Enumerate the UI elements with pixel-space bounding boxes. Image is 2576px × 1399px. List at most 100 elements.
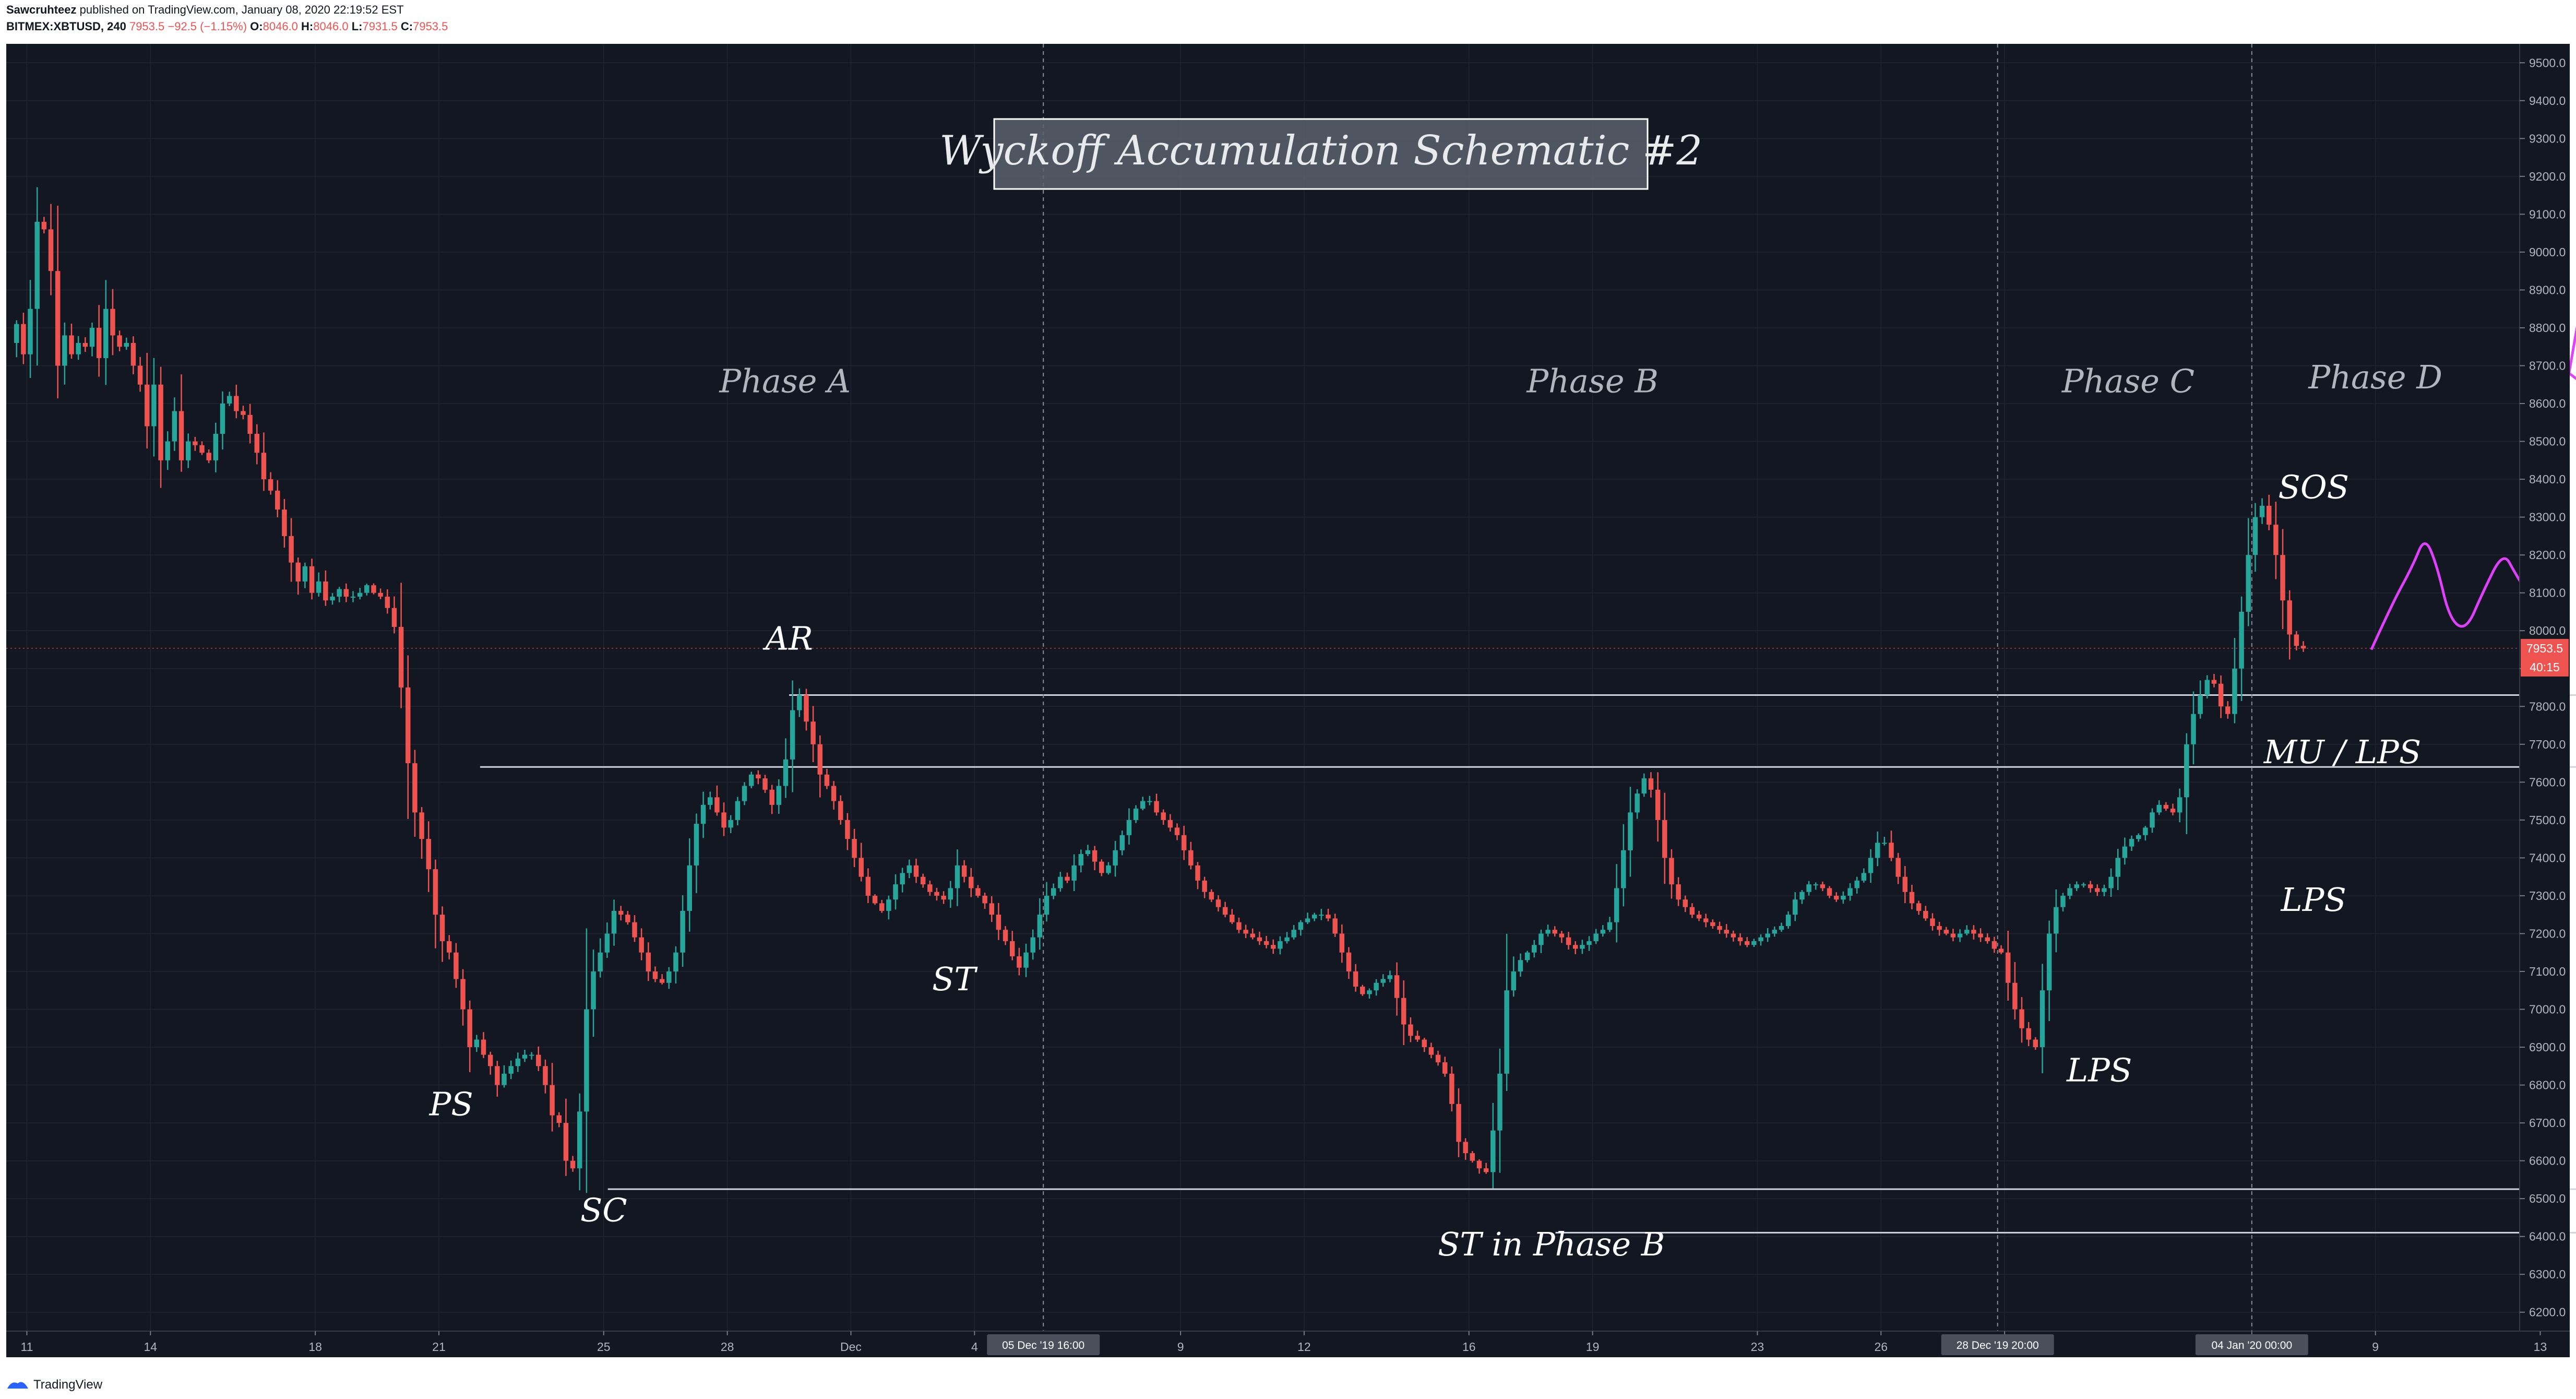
time-tick-label: 13 bbox=[2534, 1340, 2547, 1354]
grid bbox=[6, 44, 2520, 1331]
candle-body bbox=[1126, 820, 1132, 835]
candle-body bbox=[2177, 797, 2183, 813]
candle-body bbox=[1271, 945, 1276, 949]
candle-body bbox=[2204, 680, 2210, 695]
candle-body bbox=[721, 812, 726, 828]
candle-body bbox=[1518, 960, 1523, 971]
candle-body bbox=[1964, 930, 1970, 934]
candle-body bbox=[76, 342, 81, 354]
candle-body bbox=[275, 490, 280, 510]
candle-body bbox=[1339, 933, 1345, 953]
candle-body bbox=[2102, 888, 2107, 892]
candle-body bbox=[1428, 1047, 1434, 1055]
candle-body bbox=[1250, 933, 1255, 938]
candle-body bbox=[1641, 778, 1647, 794]
candle-body bbox=[110, 309, 115, 336]
candle-body bbox=[172, 411, 177, 442]
candle-body bbox=[2266, 505, 2272, 525]
candle-body bbox=[1998, 949, 2004, 953]
candle-body bbox=[1147, 801, 1152, 802]
time-tick-label: 14 bbox=[144, 1340, 158, 1354]
candle-body bbox=[1092, 850, 1098, 862]
candle-body bbox=[1456, 1104, 1461, 1142]
candle-body bbox=[1263, 941, 1269, 945]
candle-body bbox=[1923, 910, 1928, 919]
price-tick-label: 8000.0 bbox=[2529, 624, 2566, 637]
footer-brand[interactable]: TradingView bbox=[33, 1378, 103, 1392]
candle-body bbox=[261, 453, 267, 480]
time-axis[interactable]: 111418212528Dec4912161923262020691305 De… bbox=[6, 1331, 2576, 1357]
event-label: ST bbox=[932, 960, 978, 998]
candles bbox=[6, 187, 2520, 1193]
price-tick-label: 9300.0 bbox=[2529, 132, 2566, 145]
price-tick-label: 8200.0 bbox=[2529, 548, 2566, 562]
candle-body bbox=[694, 824, 699, 866]
candle-body bbox=[1174, 827, 1180, 835]
candle-body bbox=[858, 858, 864, 877]
candle-body bbox=[680, 910, 685, 953]
candle-body bbox=[254, 434, 260, 453]
candle-body bbox=[2129, 839, 2134, 847]
bar-countdown: 40:15 bbox=[2530, 660, 2560, 674]
time-tick-label: 16 bbox=[1462, 1340, 1476, 1354]
candle-body bbox=[220, 404, 225, 434]
candle-body bbox=[364, 585, 369, 593]
candle-body bbox=[556, 1115, 562, 1123]
candle-body bbox=[1133, 809, 1139, 820]
candle-body bbox=[2156, 804, 2162, 813]
candle-body bbox=[508, 1066, 514, 1074]
candle-body bbox=[1587, 941, 1592, 945]
candle-body bbox=[831, 786, 837, 801]
candle-body bbox=[1140, 801, 1146, 809]
price-tick-label: 6400.0 bbox=[2529, 1230, 2566, 1243]
candle-body bbox=[611, 910, 617, 934]
symbol-label[interactable]: BITMEX:XBTUSD, 240 bbox=[6, 20, 126, 33]
open-value: 8046.0 bbox=[263, 20, 298, 33]
price-axis-background bbox=[2520, 44, 2570, 1331]
candle-body bbox=[1209, 892, 1214, 900]
candle-body bbox=[1078, 854, 1084, 866]
candle-body bbox=[1161, 812, 1166, 820]
candle-body bbox=[1600, 930, 1606, 934]
candle-body bbox=[865, 876, 871, 896]
candle-body bbox=[728, 820, 733, 828]
candle-body bbox=[502, 1073, 507, 1085]
candle-body bbox=[2273, 525, 2279, 555]
time-tick-label: 23 bbox=[1751, 1340, 1764, 1354]
event-label: SOS bbox=[2278, 468, 2349, 506]
candle-body bbox=[1380, 979, 1386, 983]
candle-body bbox=[1353, 971, 1358, 987]
candle-body bbox=[900, 873, 905, 885]
candle-body bbox=[762, 778, 768, 790]
event-label: ST in Phase B bbox=[1438, 1225, 1665, 1263]
candle-body bbox=[1669, 858, 1674, 885]
candle-body bbox=[1895, 858, 1901, 877]
candle-body bbox=[1971, 930, 1976, 934]
candle-body bbox=[193, 441, 198, 445]
candle-body bbox=[2046, 933, 2052, 991]
candle-body bbox=[625, 915, 630, 922]
candle-body bbox=[206, 453, 211, 460]
price-tick-label: 8500.0 bbox=[2529, 435, 2566, 448]
candle-body bbox=[2060, 895, 2066, 907]
candle-body bbox=[776, 786, 782, 805]
candle-body bbox=[2300, 646, 2306, 649]
candle-body bbox=[570, 1160, 576, 1169]
candle-body bbox=[1058, 876, 1063, 888]
author-name[interactable]: Sawcruhteez bbox=[6, 3, 77, 16]
candle-body bbox=[1291, 930, 1296, 938]
candle-body bbox=[2122, 846, 2128, 858]
candle-body bbox=[268, 479, 273, 491]
time-marker-label: 28 Dec '19 20:00 bbox=[1957, 1339, 2039, 1351]
candle-body bbox=[1195, 865, 1200, 881]
price-axis[interactable]: 6200.0 6300.0 6400.0 6500.0 6600.0 6700.0 6800… bbox=[2519, 44, 2570, 1331]
candle-body bbox=[872, 895, 878, 904]
candle-body bbox=[735, 801, 741, 820]
time-tick-label: 26 bbox=[1874, 1340, 1888, 1354]
candle-body bbox=[941, 895, 946, 900]
candle-body bbox=[1367, 990, 1372, 994]
candle-body bbox=[1202, 880, 1207, 892]
candle-body bbox=[419, 812, 424, 839]
plot-background bbox=[6, 44, 2520, 1331]
